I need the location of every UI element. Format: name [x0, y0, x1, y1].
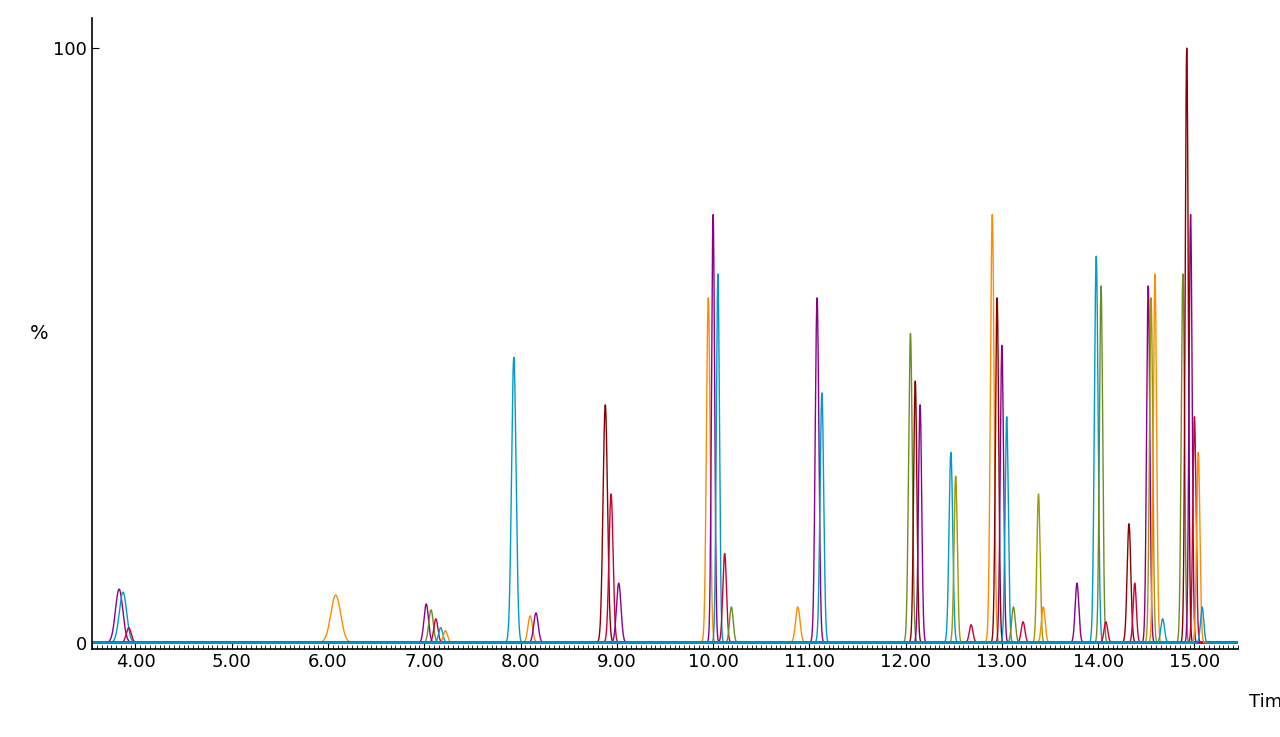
Y-axis label: %: %: [31, 324, 49, 343]
Text: Time: Time: [1249, 693, 1280, 710]
